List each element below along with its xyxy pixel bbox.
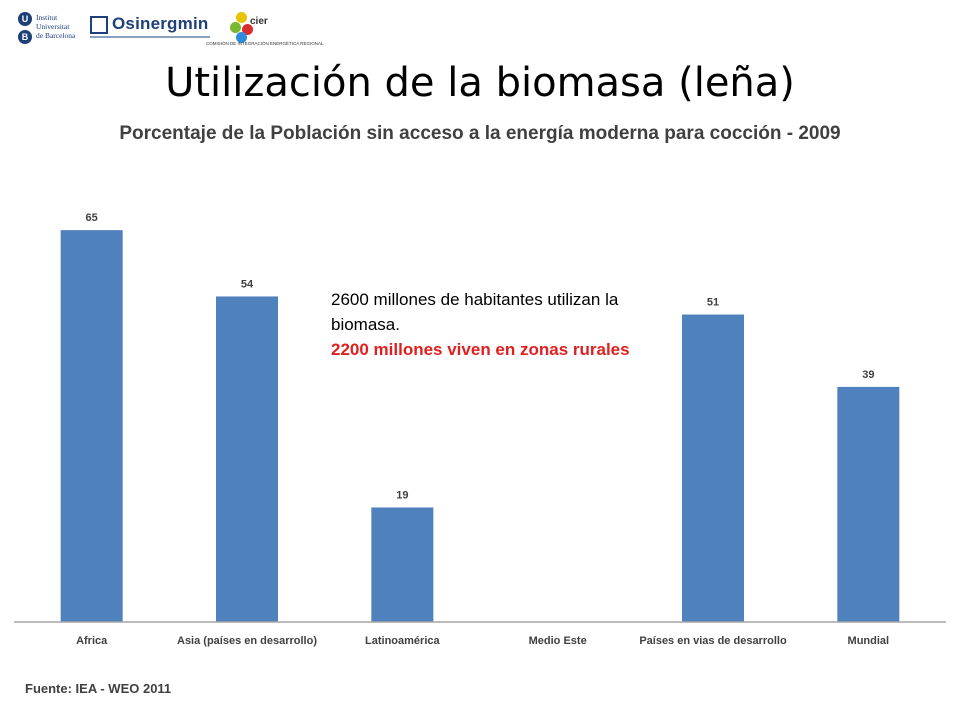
data-label: 19 xyxy=(396,489,408,501)
data-label: 65 xyxy=(86,212,98,224)
bar xyxy=(837,386,900,622)
universitat-barcelona-logo: U B Institut Universitat de Barcelona xyxy=(18,12,80,50)
cier-dot-icon xyxy=(242,24,253,35)
osinergmin-underline xyxy=(90,36,210,38)
ub-logo-line: de Barcelona xyxy=(36,31,76,40)
header-logos: U B Institut Universitat de Barcelona Os… xyxy=(18,10,324,50)
cier-dot-icon xyxy=(236,12,247,23)
bar xyxy=(682,314,744,622)
cier-logo: cier COMISIÓN DE INTEGRACIÓN ENERGÉTICA … xyxy=(206,10,324,50)
bar-chart: 65 Africa 54 Asia (países en desarrollo) 19 L… xyxy=(14,212,946,647)
category-label: Países en vias de desarrollo xyxy=(639,635,787,647)
osinergmin-name: Osinergmin xyxy=(112,14,209,33)
cier-dot-icon xyxy=(236,32,247,43)
cier-subtitle: COMISIÓN DE INTEGRACIÓN ENERGÉTICA REGIO… xyxy=(206,41,324,46)
ub-logo-line: Institut xyxy=(36,13,58,22)
bar xyxy=(60,230,123,622)
chart-title: Porcentaje de la Población sin acceso a … xyxy=(119,123,841,144)
cier-dot-icon xyxy=(230,22,241,33)
ub-badge-letter: U xyxy=(18,12,32,26)
data-label: 54 xyxy=(241,278,254,290)
source-note: Fuente: IEA - WEO 2011 xyxy=(25,681,172,696)
osinergmin-square-icon xyxy=(90,16,108,34)
category-label: Mundial xyxy=(848,635,890,647)
slide-title: Utilización de la biomasa (leña) xyxy=(165,60,795,106)
ub-logo-line: Universitat xyxy=(36,22,70,31)
category-label: Asia (países en desarrollo) xyxy=(177,635,317,647)
callout-line-2: 2200 millones viven en zonas rurales xyxy=(331,340,630,359)
cier-name: cier xyxy=(250,16,268,27)
ub-badge-letter: B xyxy=(18,30,32,44)
ub-badge-icon: U B xyxy=(18,12,32,48)
callout-box: 2600 millones de habitantes utilizan la … xyxy=(331,287,631,362)
data-label: 51 xyxy=(707,297,719,309)
osinergmin-logo: Osinergmin xyxy=(90,14,210,44)
data-label: 39 xyxy=(862,369,874,381)
category-label: Medio Este xyxy=(529,635,587,647)
category-label: Latinoamérica xyxy=(365,635,440,647)
category-label: Africa xyxy=(76,635,108,647)
callout-line-1: 2600 millones de habitantes utilizan la … xyxy=(331,290,619,334)
bar xyxy=(371,507,434,622)
bar xyxy=(216,296,278,622)
